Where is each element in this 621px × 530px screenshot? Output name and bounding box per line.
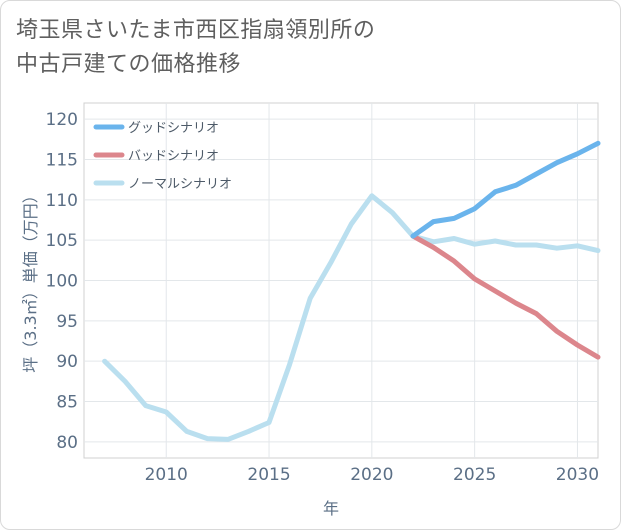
y-tick-label: 110 (46, 191, 78, 211)
series-line-1 (410, 233, 601, 360)
y-tick-label: 85 (56, 393, 78, 413)
x-tick-label: 2020 (350, 465, 393, 485)
legend-label: ノーマルシナリオ (128, 177, 232, 192)
y-tick-label: 80 (56, 433, 78, 453)
y-tick-label: 95 (56, 312, 78, 332)
x-tick-label: 2010 (145, 465, 188, 485)
chart-title-line-1: 埼玉県さいたま市西区指扇領別所の (16, 18, 376, 43)
series-line-2 (102, 193, 601, 442)
x-tick-label: 2015 (247, 465, 290, 485)
legend-label: バッドシナリオ (128, 149, 219, 164)
y-tick-label: 90 (56, 352, 78, 372)
x-tick-label: 2025 (453, 465, 496, 485)
tick-labels: 80 85 90 95 100 105 110 115 120 2010 2015 2020 2025 2… (46, 110, 600, 485)
x-tick-label: 2030 (556, 465, 599, 485)
y-tick-label: 105 (46, 231, 78, 251)
y-tick-label: 100 (46, 272, 78, 292)
series-lines (102, 140, 601, 442)
y-tick-label: 115 (46, 150, 78, 170)
y-axis-label: 坪（3.3㎡）単価（万円） (21, 187, 40, 372)
chart-title-line-2: 中古戸建ての価格推移 (16, 52, 242, 77)
legend-label: グッドシナリオ (128, 121, 219, 136)
series-line-0 (410, 140, 601, 239)
chart-title: 埼玉県さいたま市西区指扇領別所の 中古戸建ての価格推移 (16, 14, 375, 82)
y-tick-label: 120 (46, 110, 78, 130)
x-axis-label: 年 (323, 499, 339, 518)
